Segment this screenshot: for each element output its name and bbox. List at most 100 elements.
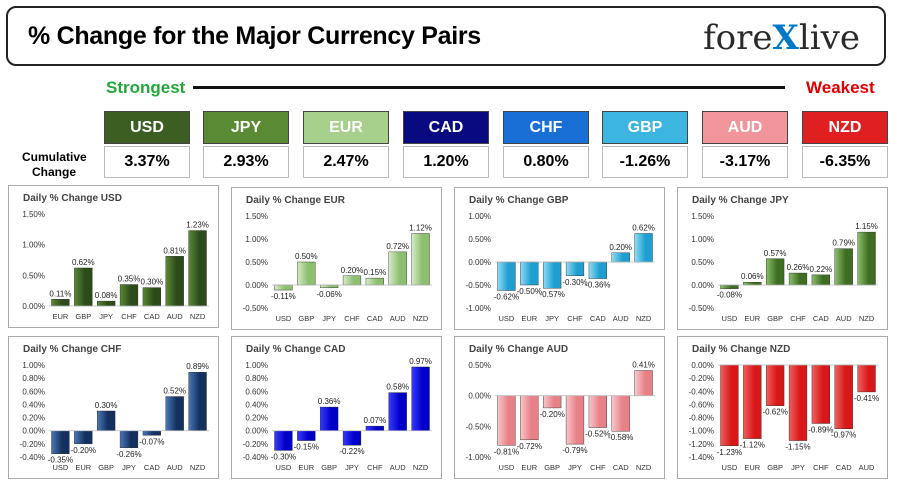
chart-title: Daily % Change GBP [469, 195, 569, 206]
chart-panel-eur: Daily % Change EUR -0.50% 0.00% 0.50% 1.00% 1… [231, 187, 442, 330]
y-tick-label: 0.80% [245, 374, 268, 383]
bar-aud [165, 256, 184, 307]
forexlive-logo[interactable]: foreXlive [703, 18, 860, 58]
y-tick-label: 0.20% [22, 414, 45, 423]
data-label: -0.79% [562, 446, 587, 455]
currency-eur: EUR 2.47% [303, 111, 389, 178]
category-label: JPY [322, 314, 336, 323]
currency-cad: CAD 1.20% [403, 111, 489, 178]
y-tick-label: -0.80% [689, 414, 714, 423]
data-label: -0.08% [717, 291, 742, 300]
bar-jpy [97, 300, 116, 307]
bar-jpy [342, 430, 362, 446]
category-label: GBP [321, 463, 337, 472]
logo-text-left: fore [703, 18, 773, 58]
data-label: 0.50% [295, 252, 318, 261]
data-label: 0.15% [364, 268, 387, 277]
category-label: USD [499, 463, 515, 472]
data-label: 0.72% [386, 242, 409, 251]
category-label: CAD [813, 314, 829, 323]
bar-usd [274, 430, 293, 451]
data-label: -0.11% [271, 292, 296, 301]
chart-panel-aud: Daily % Change AUD -1.00% -0.50% 0.00% 0.50%… [454, 336, 665, 479]
category-label: GBP [75, 312, 91, 321]
category-label: EUR [53, 312, 69, 321]
currency-code: CAD [403, 111, 489, 144]
y-tick-label: 0.50% [468, 361, 491, 370]
logo-x-icon: X [772, 18, 799, 58]
category-label: EUR [744, 463, 760, 472]
bar-cad [142, 430, 161, 436]
bar-cad [811, 274, 830, 286]
currency-code: USD [104, 111, 190, 144]
data-label: 0.52% [163, 387, 186, 396]
strongest-label: Strongest [106, 78, 186, 97]
y-tick-label: 0.80% [22, 374, 45, 383]
bar-chf [342, 275, 362, 286]
y-tick-label: 1.50% [22, 210, 45, 219]
data-label: 1.23% [186, 221, 209, 230]
bar-usd [720, 284, 739, 289]
y-tick-label: 0.60% [245, 387, 268, 396]
bar-eur [520, 395, 539, 441]
category-label: EUR [521, 314, 537, 323]
data-label: 0.22% [810, 265, 833, 274]
data-label: -0.81% [494, 447, 519, 456]
data-label: -0.20% [539, 410, 564, 419]
data-label: 0.30% [141, 278, 164, 287]
bar-aud [834, 248, 853, 286]
category-label: GBP [544, 463, 560, 472]
bar-aud [611, 252, 630, 263]
y-tick-label: 0.50% [22, 271, 45, 280]
bar-usd [274, 284, 293, 291]
bar-gbp [97, 410, 116, 431]
category-label: AUD [390, 463, 406, 472]
data-label: 0.08% [95, 291, 118, 300]
category-label: JPY [791, 463, 805, 472]
bar-nzd [857, 231, 876, 286]
category-label: USD [276, 314, 292, 323]
currency-code: CHF [503, 111, 589, 144]
category-label: JPY [122, 463, 136, 472]
category-label: CAD [144, 312, 160, 321]
data-label: -0.20% [71, 446, 96, 455]
bar-gbp [297, 261, 316, 286]
y-tick-label: 0.50% [245, 258, 268, 267]
bar-cad [588, 261, 607, 279]
category-label: CAD [590, 314, 606, 323]
currency-cumulative-value: -6.35% [802, 146, 888, 178]
currency-cumulative-value: 2.93% [203, 146, 289, 178]
category-label: NZD [190, 312, 206, 321]
category-label: USD [276, 463, 292, 472]
chart-panel-jpy: Daily % Change JPY -0.50% 0.00% 0.50% 1.00% 1… [677, 187, 888, 330]
y-tick-label: -0.40% [689, 387, 714, 396]
bar-chart: -0.40% -0.20% 0.00% 0.20% 0.40% 0.60% 0.80% 1.0… [20, 361, 209, 472]
category-label: USD [53, 463, 69, 472]
bar-gbp [320, 406, 339, 431]
data-label: -0.15% [294, 443, 319, 452]
category-label: EUR [521, 463, 537, 472]
data-label: -0.58% [608, 433, 633, 442]
data-label: -0.57% [539, 290, 564, 299]
bar-eur [51, 299, 70, 307]
currency-code: JPY [203, 111, 289, 144]
category-label: EUR [75, 463, 91, 472]
category-label: CHF [790, 314, 806, 323]
category-label: GBP [298, 314, 314, 323]
bar-usd [51, 430, 70, 454]
bar-gbp [766, 364, 785, 406]
currency-cumulative-value: 2.47% [303, 146, 389, 178]
y-tick-label: 0.00% [22, 427, 45, 436]
data-label: 0.11% [49, 289, 71, 298]
bar-aud [388, 392, 407, 431]
data-label: -0.97% [831, 431, 856, 440]
data-label: -0.50% [517, 287, 542, 296]
currency-jpy: JPY 2.93% [203, 111, 289, 178]
y-tick-label: -0.50% [689, 304, 714, 313]
bar-cad [365, 277, 384, 286]
category-label: GBP [767, 314, 783, 323]
category-label: AUD [613, 314, 629, 323]
y-tick-label: 0.00% [245, 281, 268, 290]
y-tick-label: 1.00% [22, 241, 45, 250]
bar-eur [74, 430, 93, 445]
